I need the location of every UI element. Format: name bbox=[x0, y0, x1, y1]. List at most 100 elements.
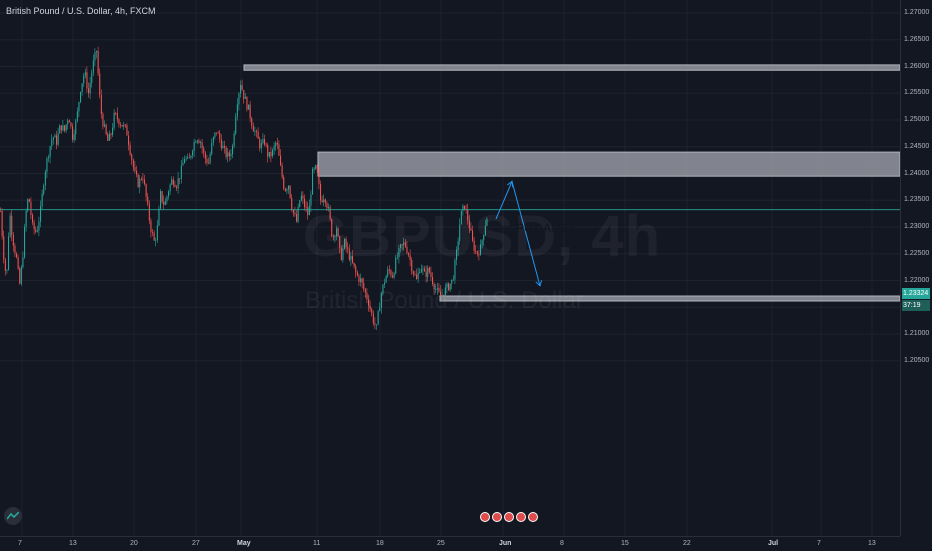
candle bbox=[118, 119, 120, 125]
price-chart[interactable] bbox=[0, 0, 900, 536]
economic-event-icon[interactable] bbox=[528, 512, 538, 522]
time-tick-label: 25 bbox=[437, 540, 445, 547]
candle bbox=[148, 203, 150, 221]
candle bbox=[241, 85, 243, 90]
candle bbox=[136, 170, 138, 175]
candle bbox=[192, 151, 194, 156]
candle bbox=[313, 168, 315, 170]
candle bbox=[115, 112, 117, 114]
name-watermark: British Pound / U.S. Dollar bbox=[305, 287, 584, 314]
candle bbox=[272, 149, 274, 157]
candle bbox=[38, 221, 40, 231]
candle bbox=[86, 72, 88, 89]
candle bbox=[142, 178, 144, 180]
candle bbox=[387, 269, 389, 277]
candle bbox=[451, 279, 453, 284]
candle bbox=[104, 124, 106, 127]
candle bbox=[16, 253, 18, 258]
candle bbox=[33, 222, 35, 230]
candle bbox=[190, 155, 192, 158]
bar-countdown: 37:19 bbox=[902, 300, 930, 311]
candle bbox=[403, 242, 405, 245]
candle bbox=[470, 228, 472, 231]
candle bbox=[416, 274, 418, 280]
candle bbox=[244, 97, 246, 99]
candle bbox=[81, 83, 83, 92]
candle bbox=[62, 125, 64, 131]
economic-event-icon[interactable] bbox=[492, 512, 502, 522]
candle bbox=[360, 278, 362, 282]
time-tick-label: 27 bbox=[192, 540, 200, 547]
candle bbox=[308, 205, 310, 216]
time-tick-label: 8 bbox=[560, 540, 564, 547]
candle bbox=[49, 146, 51, 157]
candle bbox=[168, 191, 170, 197]
price-axis[interactable]: 1.27000 1.26500 1.26000 1.25500 1.25000 1.245… bbox=[900, 0, 932, 536]
candle bbox=[132, 160, 134, 168]
price-tick-label: 1.26500 bbox=[904, 35, 930, 43]
candle bbox=[353, 262, 355, 267]
candle bbox=[441, 294, 443, 297]
candle bbox=[315, 165, 317, 169]
economic-event-icon[interactable] bbox=[480, 512, 490, 522]
candle bbox=[321, 200, 323, 203]
candle bbox=[484, 226, 486, 236]
candle bbox=[440, 291, 442, 297]
candle bbox=[347, 247, 349, 250]
price-tick-label: 1.24500 bbox=[904, 142, 930, 150]
price-tick-label: 1.26000 bbox=[904, 62, 930, 70]
candle bbox=[68, 120, 70, 123]
candle bbox=[350, 256, 352, 260]
candle bbox=[46, 158, 48, 172]
candle bbox=[75, 120, 77, 135]
candle bbox=[6, 269, 8, 271]
price-tick-label: 1.23500 bbox=[904, 196, 930, 204]
candle bbox=[275, 142, 277, 146]
candle bbox=[225, 147, 227, 157]
candle bbox=[420, 268, 422, 273]
economic-event-icon[interactable] bbox=[504, 512, 514, 522]
candle bbox=[382, 284, 384, 294]
candle bbox=[456, 249, 458, 260]
candle bbox=[89, 82, 91, 94]
economic-events[interactable] bbox=[480, 512, 538, 522]
candle bbox=[152, 232, 154, 234]
symbol-title[interactable]: British Pound / U.S. Dollar, 4h, FXCM bbox=[6, 6, 156, 16]
candle bbox=[331, 219, 333, 236]
candle bbox=[54, 135, 56, 138]
candle bbox=[120, 124, 122, 126]
candle bbox=[139, 178, 141, 188]
candle bbox=[70, 122, 72, 127]
candle bbox=[374, 323, 376, 325]
candle bbox=[121, 125, 123, 127]
candle bbox=[137, 174, 139, 188]
candle bbox=[176, 186, 178, 189]
candle bbox=[73, 134, 75, 140]
candle bbox=[260, 143, 262, 149]
candle bbox=[108, 133, 110, 141]
candle bbox=[20, 267, 22, 284]
price-tick-label: 1.25000 bbox=[904, 116, 930, 123]
candle bbox=[1, 211, 3, 237]
candle bbox=[452, 279, 454, 281]
candle bbox=[291, 198, 293, 210]
candle bbox=[233, 133, 235, 146]
time-axis[interactable]: 7 13 20 27 May 11 18 25 Jun 8 15 22 Jul 7 13 bbox=[0, 536, 900, 551]
candle bbox=[153, 232, 155, 241]
economic-event-icon[interactable] bbox=[516, 512, 526, 522]
candle bbox=[411, 260, 413, 272]
candle bbox=[57, 133, 59, 145]
candle bbox=[227, 152, 229, 157]
candle bbox=[262, 139, 264, 144]
candle bbox=[363, 282, 365, 290]
tradingview-logo-icon[interactable] bbox=[4, 507, 22, 525]
candle bbox=[184, 159, 186, 164]
candle bbox=[27, 199, 29, 212]
candle bbox=[163, 201, 165, 205]
candle bbox=[0, 210, 2, 212]
candle bbox=[150, 220, 152, 233]
candle bbox=[326, 202, 328, 209]
candle bbox=[107, 134, 109, 141]
candle bbox=[392, 275, 394, 278]
